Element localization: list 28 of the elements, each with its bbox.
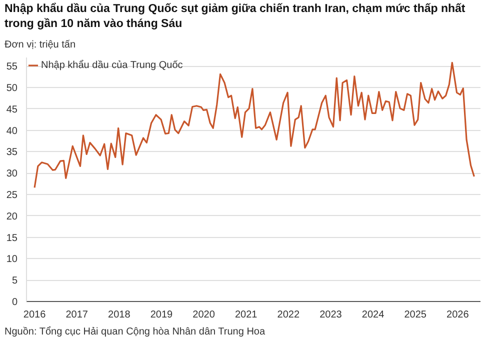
y-tick-label: 45 xyxy=(6,104,18,116)
chart-subtitle: Đơn vị: triệu tấn xyxy=(4,40,76,50)
y-tick-label: 40 xyxy=(6,126,18,137)
y-tick-label: 20 xyxy=(6,211,18,222)
y-tick-label: 25 xyxy=(6,190,18,201)
y-tick-label: 0 xyxy=(12,297,18,308)
x-tick-label: 2023 xyxy=(320,310,342,320)
x-tick-label: 2024 xyxy=(362,310,385,320)
x-tick-label: 2017 xyxy=(66,310,88,320)
x-tick-label: 2016 xyxy=(23,310,46,320)
x-tick-label: 2019 xyxy=(150,310,174,320)
y-tick-label: 50 xyxy=(6,82,18,94)
text: Nhập khẩu dầu của Trung Quốc xyxy=(41,59,183,71)
line-series xyxy=(34,62,475,188)
x-tick-label: 2018 xyxy=(108,310,131,320)
y-tick-label: 30 xyxy=(6,168,18,180)
y-tick-label: 55 xyxy=(6,62,18,73)
text: Nguồn: Tổng cục Hải quan Cộng hòa Nhân dân Trung Hoa xyxy=(4,326,266,338)
x-tick-label: 2026 xyxy=(446,310,470,320)
y-tick-label: 10 xyxy=(6,254,18,266)
y-tick-label: 35 xyxy=(6,147,18,158)
x-tick-label: 2021 xyxy=(234,310,258,320)
y-tick-label: 5 xyxy=(12,276,18,287)
y-tick-label: 15 xyxy=(6,232,18,244)
x-tick-label: 2020 xyxy=(192,310,216,320)
chart-title: Nhập khẩu dầu của Trung Quốc sụt giảm giữa chiến tranh Iran, chạm mức thấp nhất trong gần 10 năm vào tháng Sáu xyxy=(4,2,466,30)
x-tick-label: 2022 xyxy=(277,310,300,320)
x-tick-label: 2025 xyxy=(404,310,427,320)
